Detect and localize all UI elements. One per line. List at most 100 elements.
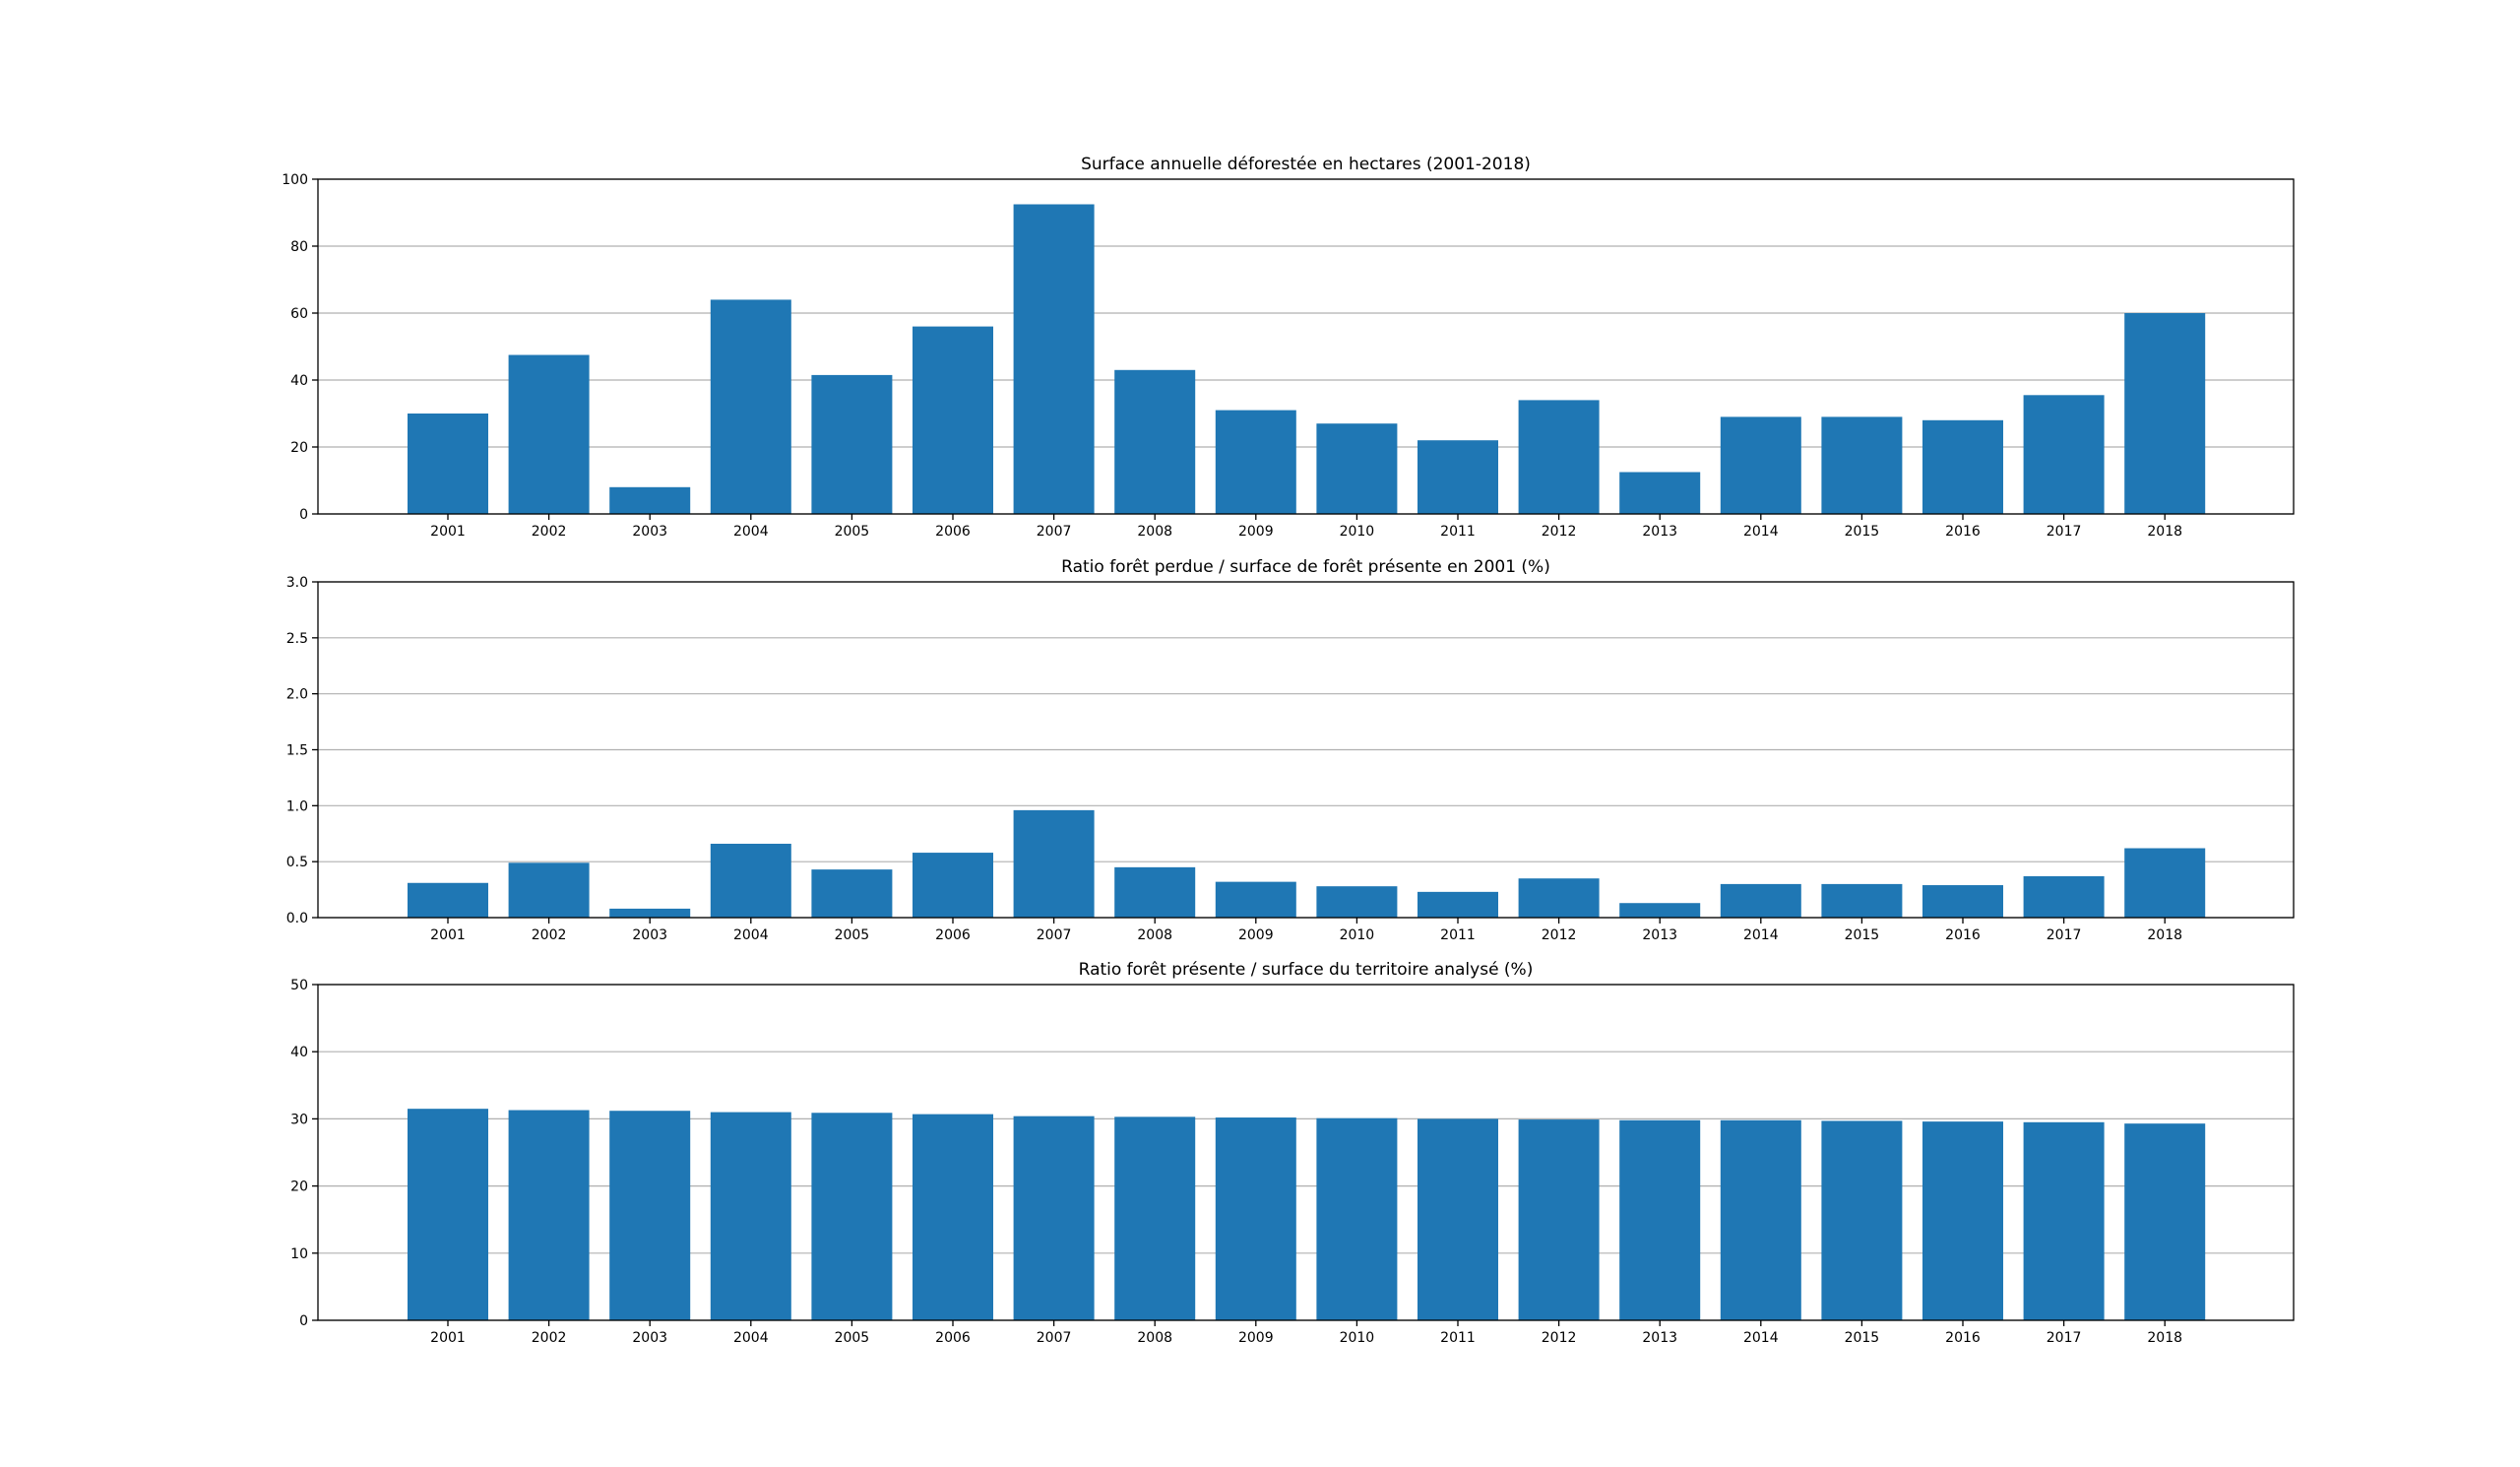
x-tick-label: 2005 — [835, 927, 870, 943]
bar-2016 — [1922, 1121, 2003, 1320]
x-tick-label: 2002 — [532, 1330, 567, 1346]
x-tick-label: 2007 — [1037, 524, 1072, 540]
x-tick-label: 2007 — [1037, 1330, 1072, 1346]
bar-2004 — [710, 1112, 791, 1320]
bar-2016 — [1922, 419, 2003, 514]
bar-2010 — [1316, 1117, 1398, 1320]
axes-frame — [317, 178, 2295, 515]
x-tick-label: 2018 — [2147, 927, 2182, 943]
x-tick-label: 2015 — [1845, 524, 1880, 540]
bar-2007 — [1013, 809, 1095, 918]
bar-2014 — [1720, 883, 1801, 918]
x-tick-label: 2017 — [2047, 1330, 2082, 1346]
chart-annual-deforested-area: Surface annuelle déforestée en hectares … — [282, 155, 2295, 540]
bar-2013 — [1619, 1119, 1701, 1320]
x-tick-label: 2008 — [1137, 927, 1172, 943]
y-tick-label: 3.0 — [286, 575, 308, 591]
chart-title: Ratio forêt perdue / surface de forêt pr… — [1061, 557, 1550, 577]
bar-2017 — [2023, 1121, 2105, 1320]
bar-2003 — [609, 908, 691, 918]
bar-2006 — [913, 326, 993, 514]
bar-2003 — [609, 1111, 691, 1320]
bar-2010 — [1316, 886, 1398, 918]
x-tick-label: 2003 — [632, 524, 667, 540]
bar-2015 — [1821, 1120, 1903, 1320]
x-tick-label: 2010 — [1340, 1330, 1375, 1346]
bar-2015 — [1821, 883, 1903, 918]
x-tick-label: 2005 — [835, 1330, 870, 1346]
bar-2005 — [811, 1113, 893, 1320]
bar-2002 — [508, 862, 590, 918]
x-axis-ticks: 2001 2002 2003 2004 2005 2006 2007 2008 2009 2010… — [430, 514, 2182, 540]
x-tick-label: 2002 — [532, 524, 567, 540]
bar-2005 — [811, 869, 893, 918]
y-axis-ticks: 0 20 40 60 80 100 — [282, 172, 318, 523]
bar-2008 — [1114, 866, 1196, 918]
bar-2014 — [1720, 416, 1801, 514]
x-tick-label: 2002 — [532, 927, 567, 943]
x-tick-label: 2014 — [1743, 524, 1779, 540]
bars — [408, 809, 2206, 918]
y-tick-label: 20 — [290, 440, 308, 456]
bar-2012 — [1518, 400, 1600, 514]
bar-2010 — [1316, 423, 1398, 514]
y-tick-label: 30 — [290, 1112, 308, 1127]
bar-2006 — [913, 1114, 993, 1320]
bar-2016 — [1922, 885, 2003, 918]
y-tick-label: 50 — [290, 978, 308, 993]
x-tick-label: 2013 — [1642, 1330, 1677, 1346]
y-tick-label: 0 — [299, 507, 308, 523]
bar-2015 — [1821, 416, 1903, 514]
bar-2001 — [408, 1109, 488, 1320]
x-tick-label: 2001 — [430, 927, 466, 943]
y-tick-label: 1.0 — [286, 798, 308, 814]
x-tick-label: 2012 — [1542, 927, 1577, 943]
y-tick-label: 100 — [282, 172, 308, 188]
bars — [408, 1109, 2206, 1320]
bar-2002 — [508, 1110, 590, 1320]
x-tick-label: 2009 — [1238, 524, 1274, 540]
x-tick-label: 2018 — [2147, 1330, 2182, 1346]
y-tick-label: 0.5 — [286, 855, 308, 870]
bar-2018 — [2124, 848, 2206, 918]
x-tick-label: 2015 — [1845, 927, 1880, 943]
x-tick-label: 2018 — [2147, 524, 2182, 540]
bar-2009 — [1215, 881, 1296, 918]
bar-2004 — [710, 843, 791, 918]
y-tick-label: 40 — [290, 373, 308, 389]
x-axis-ticks: 2001 2002 2003 2004 2005 2006 2007 2008 2009 2010… — [430, 918, 2182, 943]
y-tick-label: 1.5 — [286, 743, 308, 759]
bar-2017 — [2023, 395, 2105, 514]
x-tick-label: 2017 — [2047, 524, 2082, 540]
bar-2014 — [1720, 1119, 1801, 1320]
x-tick-label: 2006 — [935, 927, 971, 943]
x-tick-label: 2014 — [1743, 927, 1779, 943]
bar-2018 — [2124, 313, 2206, 514]
x-tick-label: 2008 — [1137, 1330, 1172, 1346]
x-tick-label: 2007 — [1037, 927, 1072, 943]
bar-2004 — [710, 299, 791, 514]
y-tick-label: 20 — [290, 1180, 308, 1195]
x-axis-ticks: 2001 2002 2003 2004 2005 2006 2007 2008 2009 2010… — [430, 1320, 2182, 1346]
x-tick-label: 2008 — [1137, 524, 1172, 540]
y-tick-label: 60 — [290, 306, 308, 322]
x-tick-label: 2013 — [1642, 524, 1677, 540]
bar-2012 — [1518, 878, 1600, 918]
y-tick-label: 40 — [290, 1045, 308, 1060]
x-tick-label: 2003 — [632, 1330, 667, 1346]
bar-2017 — [2023, 875, 2105, 918]
chart-title: Ratio forêt présente / surface du territ… — [1079, 960, 1534, 980]
y-tick-label: 2.0 — [286, 687, 308, 703]
axes-frame — [317, 984, 2295, 1321]
x-tick-label: 2010 — [1340, 524, 1375, 540]
chart-title: Surface annuelle déforestée en hectares … — [1081, 155, 1531, 174]
x-tick-label: 2016 — [1945, 1330, 1981, 1346]
bar-2013 — [1619, 903, 1701, 918]
x-tick-label: 2013 — [1642, 927, 1677, 943]
x-tick-label: 2011 — [1440, 524, 1476, 540]
bar-2008 — [1114, 1116, 1196, 1320]
x-tick-label: 2009 — [1238, 1330, 1274, 1346]
x-tick-label: 2004 — [733, 1330, 769, 1346]
bars — [408, 204, 2206, 514]
